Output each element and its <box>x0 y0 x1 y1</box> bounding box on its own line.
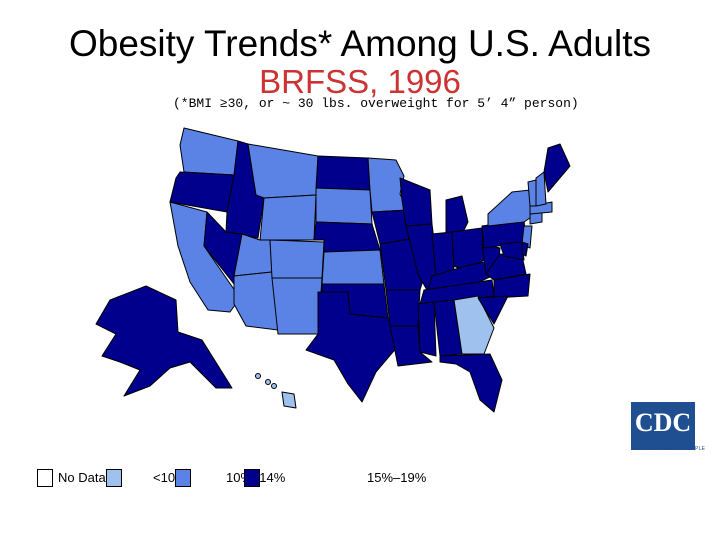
state-wisconsin <box>399 177 433 227</box>
state-delaware <box>521 241 529 257</box>
state-wyoming <box>259 194 317 241</box>
legend-swatch-no-data <box>37 469 53 487</box>
legend-swatch-15-19 <box>244 469 260 487</box>
state-michigan <box>445 195 469 235</box>
legend-label-no-data: No Data <box>58 470 106 485</box>
map-subtitle: BRFSS, 1996 <box>259 63 461 100</box>
legend-swatch-10-14 <box>175 469 191 487</box>
legend-label-15-19: 15%–19% <box>367 470 427 485</box>
state-vermont <box>527 179 537 207</box>
state-hawaii <box>281 391 297 409</box>
state-arizona <box>233 271 279 331</box>
state-washington <box>179 127 239 176</box>
state-north-dakota <box>315 155 371 191</box>
state-georgia <box>453 295 495 355</box>
legend-swatch-under-10 <box>106 469 122 487</box>
state-colorado <box>269 239 325 279</box>
state-maryland <box>499 241 525 261</box>
state-virginia <box>485 253 527 281</box>
state-south-dakota <box>315 187 373 225</box>
state-north-carolina <box>493 273 531 299</box>
cdc-logo: CDC <box>631 402 695 450</box>
state-new-mexico <box>271 277 323 335</box>
hawaii-island-small <box>271 383 277 389</box>
cdc-tagline: SAFER·HEALTHIER·PEOPLE <box>631 446 706 452</box>
hawaii-island-small <box>265 379 271 385</box>
state-kansas <box>321 249 385 285</box>
hawaii-island-small <box>255 373 261 379</box>
state-mississippi <box>417 301 437 357</box>
state-texas <box>305 291 399 403</box>
state-oregon <box>169 171 235 213</box>
state-arkansas <box>385 289 421 327</box>
state-alaska <box>95 285 233 397</box>
state-louisiana <box>389 325 433 367</box>
state-montana <box>247 143 319 199</box>
state-south-carolina <box>477 295 509 325</box>
state-florida <box>439 353 503 413</box>
bmi-footnote: (*BMI ≥30, or ~ 30 lbs. overweight for 5… <box>173 96 579 111</box>
state-maine <box>543 143 571 193</box>
map-title: Obesity Trends* Among U.S. Adults <box>68 23 651 64</box>
state-new-hampshire <box>535 171 547 207</box>
state-nebraska <box>313 221 381 253</box>
